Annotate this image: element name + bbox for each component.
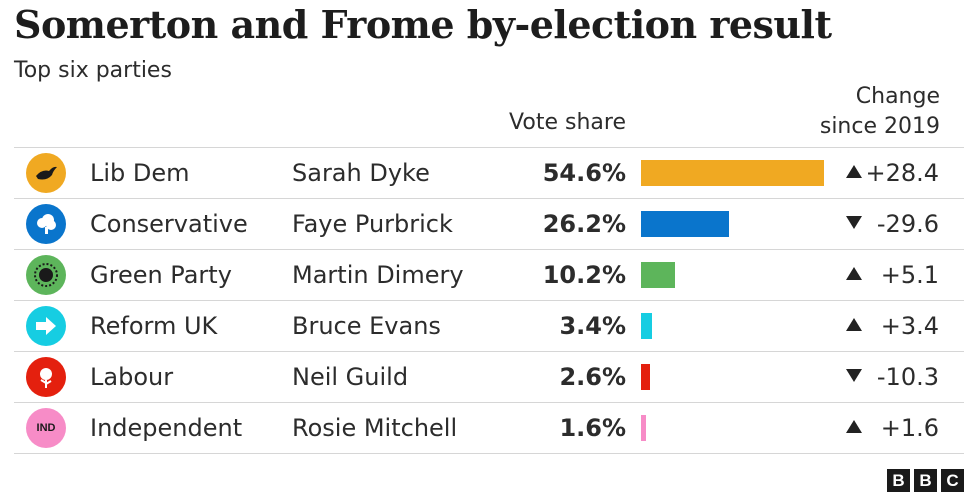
table-row: IND Independent Rosie Mitchell 1.6% +1.6 (14, 402, 964, 454)
logo-label: IND (36, 422, 56, 434)
lib-dem-bird-icon (26, 153, 66, 193)
change-label: +1.6 (880, 414, 939, 442)
conservative-tree-icon (26, 204, 66, 244)
vote-share-label: 26.2% (542, 210, 626, 238)
table-row: Conservative Faye Purbrick 26.2% -29.6 (14, 198, 964, 249)
independent-badge-icon: IND (26, 408, 66, 448)
change-label: +28.4 (865, 159, 939, 187)
candidate-name: Rosie Mitchell (292, 414, 458, 442)
bbc-letter: C (941, 469, 964, 492)
vote-share-bar (641, 415, 647, 441)
table-row: Green Party Martin Dimery 10.2% +5.1 (14, 249, 964, 300)
vote-share-bar (641, 313, 653, 339)
vote-share-label: 2.6% (559, 363, 626, 391)
change-label: +3.4 (880, 312, 939, 340)
change-up-icon (846, 420, 862, 433)
change-label: +5.1 (880, 261, 939, 289)
change-label: -29.6 (876, 210, 939, 238)
party-name: Reform UK (90, 312, 218, 340)
party-name: Labour (90, 363, 174, 391)
bbc-logo: B B C (887, 469, 964, 492)
candidate-name: Martin Dimery (292, 261, 464, 289)
change-up-icon (846, 318, 862, 331)
vote-share-label: 10.2% (542, 261, 626, 289)
change-label: -10.3 (876, 363, 939, 391)
bbc-letter: B (914, 469, 937, 492)
change-header-line2: since 2019 (819, 114, 940, 139)
green-earth-icon (26, 255, 66, 295)
candidate-name: Faye Purbrick (292, 210, 453, 238)
labour-rose-icon (26, 357, 66, 397)
vote-share-label: 54.6% (542, 159, 626, 187)
change-down-icon (846, 369, 862, 382)
change-header: Change since 2019 (820, 82, 940, 142)
change-up-icon (846, 267, 862, 280)
party-name: Independent (90, 414, 243, 442)
vote-share-bar (641, 262, 676, 288)
chart-subtitle: Top six parties (14, 58, 172, 83)
vote-share-label: 1.6% (559, 414, 626, 442)
party-name: Lib Dem (90, 159, 190, 187)
vote-share-bar (641, 211, 729, 237)
candidate-name: Bruce Evans (292, 312, 441, 340)
table-row: Labour Neil Guild 2.6% -10.3 (14, 351, 964, 402)
change-up-icon (846, 165, 862, 178)
chart-title: Somerton and Frome by-election result (14, 2, 832, 47)
change-header-line1: Change (855, 84, 940, 109)
bbc-letter: B (887, 469, 910, 492)
table-row: Lib Dem Sarah Dyke 54.6% +28.4 (14, 147, 964, 198)
table-row: Reform UK Bruce Evans 3.4% +3.4 (14, 300, 964, 351)
candidate-name: Sarah Dyke (292, 159, 430, 187)
party-name: Green Party (90, 261, 232, 289)
party-name: Conservative (90, 210, 248, 238)
reform-arrow-icon (26, 306, 66, 346)
candidate-name: Neil Guild (292, 363, 409, 391)
vote-share-bar (641, 160, 824, 186)
change-down-icon (846, 216, 862, 229)
results-table: Lib Dem Sarah Dyke 54.6% +28.4 Conservative F… (14, 147, 964, 454)
vote-share-header: Vote share (509, 110, 626, 135)
vote-share-label: 3.4% (559, 312, 626, 340)
vote-share-bar (641, 364, 650, 390)
